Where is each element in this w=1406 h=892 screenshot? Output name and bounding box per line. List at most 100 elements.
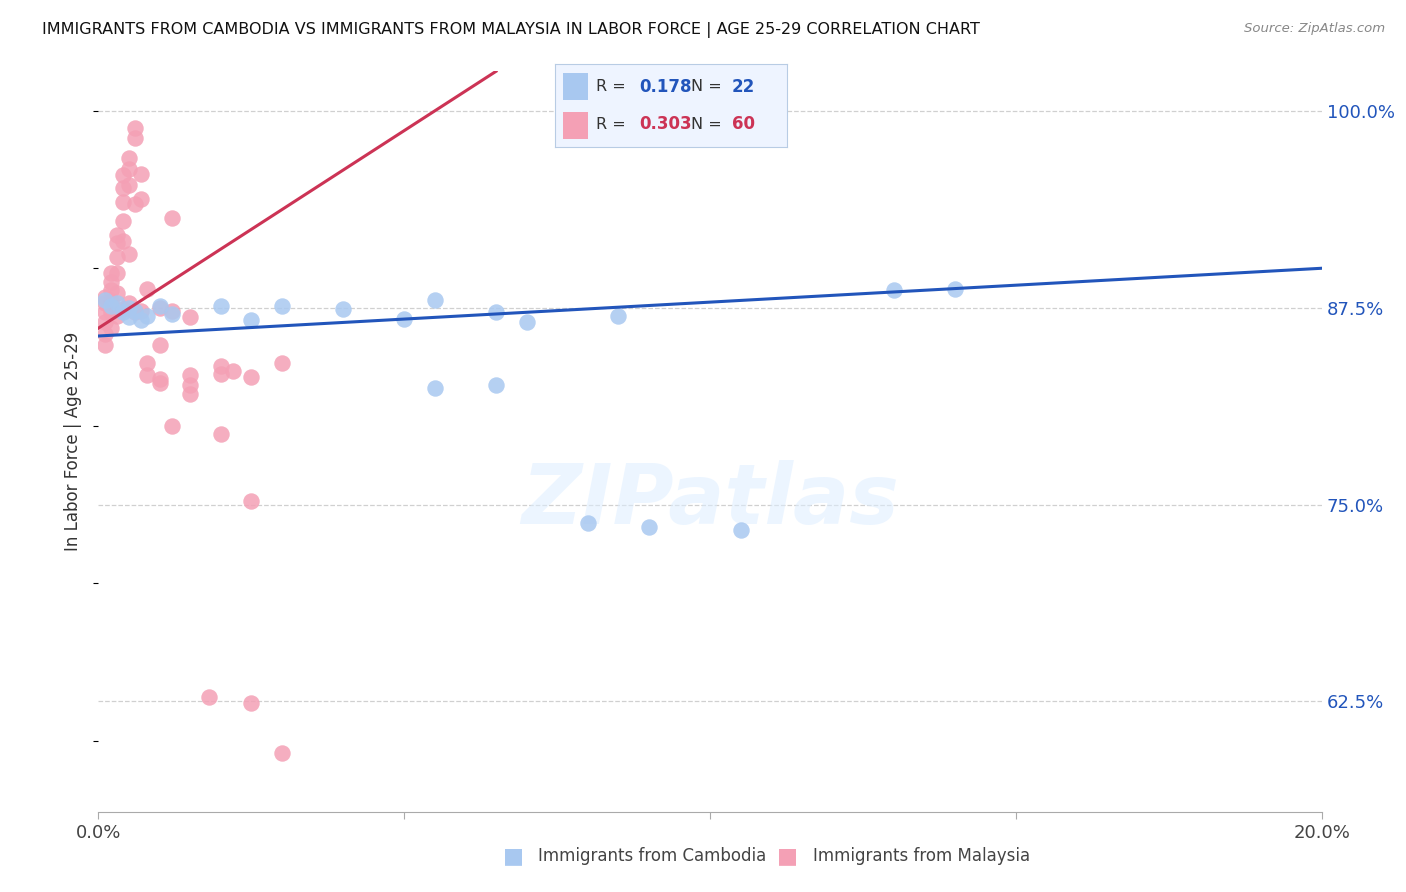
Point bbox=[209, 367, 232, 381]
Point bbox=[124, 305, 146, 319]
Point bbox=[270, 356, 292, 370]
Point bbox=[105, 286, 128, 301]
Point bbox=[179, 377, 201, 392]
Point bbox=[118, 310, 141, 324]
Point bbox=[129, 167, 152, 181]
Point bbox=[93, 338, 115, 352]
Point bbox=[136, 282, 159, 296]
Point bbox=[209, 299, 232, 313]
Text: 0.178: 0.178 bbox=[638, 78, 692, 95]
FancyBboxPatch shape bbox=[564, 72, 588, 100]
Point bbox=[100, 305, 122, 319]
Point bbox=[149, 301, 172, 315]
Y-axis label: In Labor Force | Age 25-29: In Labor Force | Age 25-29 bbox=[65, 332, 83, 551]
Point bbox=[111, 302, 134, 317]
Point bbox=[392, 311, 416, 326]
FancyBboxPatch shape bbox=[564, 112, 588, 139]
Point bbox=[118, 247, 141, 261]
Text: ■: ■ bbox=[503, 847, 523, 866]
Point bbox=[160, 211, 183, 225]
Point bbox=[149, 371, 172, 385]
Point bbox=[637, 519, 661, 533]
Point bbox=[100, 321, 122, 335]
Point bbox=[100, 276, 122, 290]
Point bbox=[270, 747, 292, 761]
Text: R =: R = bbox=[596, 79, 626, 95]
Point bbox=[160, 418, 183, 433]
Text: 0.303: 0.303 bbox=[638, 115, 692, 134]
Point bbox=[149, 376, 172, 391]
Point bbox=[222, 364, 245, 378]
Point bbox=[240, 313, 263, 327]
Point bbox=[576, 516, 599, 531]
Text: N =: N = bbox=[692, 117, 721, 132]
Point bbox=[136, 356, 159, 370]
Point bbox=[105, 309, 128, 323]
Text: R =: R = bbox=[596, 117, 626, 132]
Text: Source: ZipAtlas.com: Source: ZipAtlas.com bbox=[1244, 22, 1385, 36]
Point bbox=[105, 250, 128, 264]
Point bbox=[129, 303, 152, 318]
Point bbox=[111, 195, 134, 210]
Point bbox=[105, 296, 128, 310]
Point bbox=[124, 130, 146, 145]
Point bbox=[93, 315, 115, 329]
Point bbox=[423, 381, 446, 395]
Point bbox=[111, 214, 134, 228]
Point bbox=[332, 302, 354, 317]
Text: IMMIGRANTS FROM CAMBODIA VS IMMIGRANTS FROM MALAYSIA IN LABOR FORCE | AGE 25-29 : IMMIGRANTS FROM CAMBODIA VS IMMIGRANTS F… bbox=[42, 22, 980, 38]
Point bbox=[118, 151, 141, 165]
Point bbox=[423, 293, 446, 307]
Point bbox=[149, 338, 172, 352]
Text: N =: N = bbox=[692, 79, 721, 95]
Point bbox=[105, 235, 128, 250]
Point bbox=[485, 305, 508, 319]
Point bbox=[118, 301, 141, 315]
Point bbox=[124, 196, 146, 211]
Point bbox=[883, 283, 905, 297]
Point bbox=[124, 303, 146, 318]
Point bbox=[129, 192, 152, 206]
Text: Immigrants from Cambodia: Immigrants from Cambodia bbox=[538, 847, 766, 865]
Point bbox=[179, 387, 201, 401]
Point bbox=[240, 494, 263, 508]
Point bbox=[118, 161, 141, 176]
Point bbox=[105, 228, 128, 243]
Point bbox=[118, 178, 141, 192]
Text: ZIPatlas: ZIPatlas bbox=[522, 460, 898, 541]
Point bbox=[730, 523, 752, 537]
Point bbox=[93, 293, 115, 307]
Point bbox=[129, 313, 152, 327]
Point bbox=[149, 299, 172, 313]
Point bbox=[100, 283, 122, 297]
Point bbox=[136, 368, 159, 383]
Point bbox=[209, 359, 232, 373]
Point bbox=[179, 368, 201, 383]
Point bbox=[136, 309, 159, 323]
Point bbox=[209, 426, 232, 441]
Point bbox=[485, 377, 508, 392]
Point bbox=[197, 690, 219, 704]
Point bbox=[179, 310, 201, 324]
Point bbox=[516, 315, 538, 329]
Text: ■: ■ bbox=[778, 847, 797, 866]
Point bbox=[111, 305, 134, 319]
Text: Immigrants from Malaysia: Immigrants from Malaysia bbox=[813, 847, 1029, 865]
Point bbox=[100, 299, 122, 313]
Point bbox=[160, 307, 183, 321]
Text: 22: 22 bbox=[731, 78, 755, 95]
Point bbox=[100, 266, 122, 280]
Point bbox=[111, 235, 134, 249]
Point bbox=[100, 294, 122, 309]
Point bbox=[93, 296, 115, 310]
Point bbox=[111, 181, 134, 195]
Point bbox=[105, 266, 128, 280]
Point bbox=[124, 121, 146, 136]
Point bbox=[943, 282, 966, 296]
Point bbox=[118, 296, 141, 310]
Point bbox=[240, 370, 263, 384]
Point bbox=[93, 290, 115, 304]
Point bbox=[93, 327, 115, 342]
Text: 60: 60 bbox=[731, 115, 755, 134]
Point bbox=[160, 303, 183, 318]
